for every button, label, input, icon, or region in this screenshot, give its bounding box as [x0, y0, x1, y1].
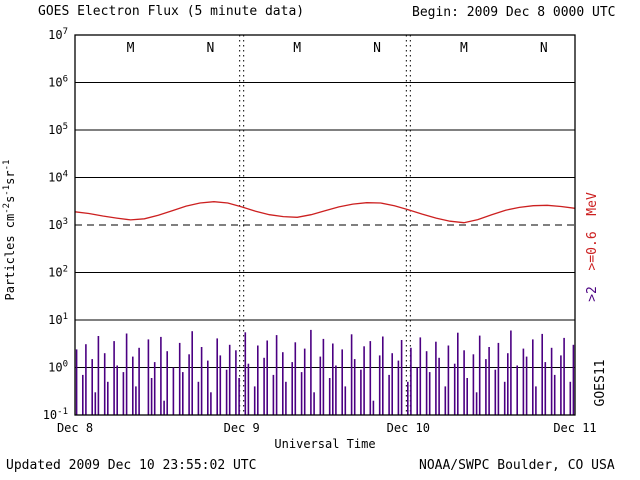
- plot-title: GOES Electron Flux (5 minute data): [38, 4, 305, 19]
- svg-text:106: 106: [48, 75, 68, 90]
- flux-line: [74, 201, 576, 224]
- svg-text:Dec 9: Dec 9: [224, 421, 260, 435]
- gridlines: [75, 82, 575, 368]
- svg-text:105: 105: [48, 122, 68, 137]
- svg-text:104: 104: [48, 170, 68, 185]
- source-credit: NOAA/SWPC Boulder, CO USA: [419, 458, 615, 473]
- day-boundary-lines: [239, 35, 411, 415]
- svg-text:M: M: [293, 41, 301, 56]
- svg-text:N: N: [540, 41, 548, 56]
- svg-text:101: 101: [48, 312, 68, 327]
- svg-text:N: N: [373, 41, 381, 56]
- svg-text:107: 107: [48, 27, 68, 42]
- svg-text:Dec 10: Dec 10: [387, 421, 430, 435]
- svg-text:10-1: 10-1: [43, 407, 68, 422]
- svg-text:100: 100: [48, 360, 68, 375]
- satellite-label: GOES11: [593, 360, 608, 407]
- begin-timestamp: Begin: 2009 Dec 8 0000 UTC: [412, 5, 616, 20]
- updated-timestamp: Updated 2009 Dec 10 23:55:02 UTC: [6, 458, 257, 473]
- x-tick-labels: Dec 8 Dec 9 Dec 10 Dec 11: [57, 421, 597, 435]
- y-axis-title: Particles cm-2s-1sr-1: [2, 160, 17, 301]
- svg-text:102: 102: [48, 265, 68, 280]
- svg-text:Dec 11: Dec 11: [553, 421, 596, 435]
- y-tick-labels: 107 106 105 104 103 102 101 100 10-1: [43, 27, 68, 422]
- svg-text:103: 103: [48, 217, 68, 232]
- right-legend: >2 >=0.6 MeV: [585, 192, 600, 302]
- svg-text:M: M: [460, 41, 468, 56]
- svg-text:Dec 8: Dec 8: [57, 421, 93, 435]
- svg-text:M: M: [127, 41, 135, 56]
- x-axis-title: Universal Time: [274, 437, 375, 451]
- plot-frame: [74, 34, 576, 416]
- svg-text:N: N: [207, 41, 215, 56]
- flux-bars: [75, 329, 575, 415]
